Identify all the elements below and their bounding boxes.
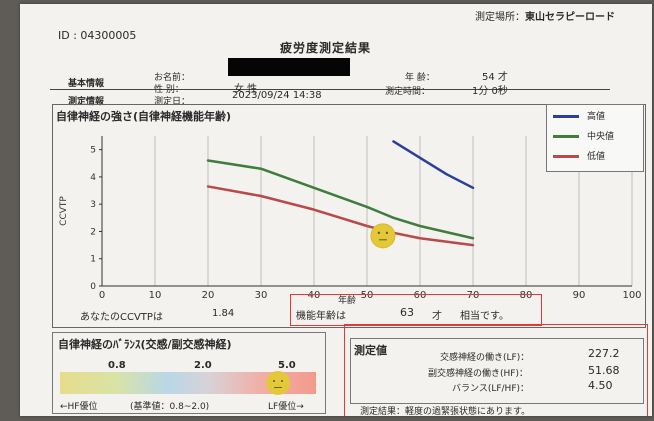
x-tick-label: 40 bbox=[308, 290, 321, 301]
x-tick-label: 0 bbox=[99, 290, 105, 301]
age-axis-caption: 年齢 bbox=[338, 296, 357, 306]
legend-label-low: 低値 bbox=[587, 152, 606, 162]
balance-lf-dominant: LF優位→ bbox=[268, 402, 304, 412]
gender-label: 性 別： bbox=[154, 85, 184, 95]
x-tick-label: 50 bbox=[361, 290, 374, 301]
y-tick-label: 2 bbox=[90, 227, 96, 237]
location-value: 東山セラピーロード bbox=[525, 12, 615, 23]
legend-swatch-low bbox=[553, 155, 579, 158]
series-line-1 bbox=[206, 159, 475, 240]
y-tick-label: 4 bbox=[90, 173, 96, 183]
measure-info-label: 測定情報 bbox=[68, 97, 105, 107]
result-sheet: 測定場所：東山セラピーロード ID : 04300005 疲労度測定結果 基本情… bbox=[20, 4, 652, 416]
age-label: 年 齢： bbox=[405, 73, 435, 83]
name-label: お名前： bbox=[154, 73, 191, 83]
marker-eye bbox=[377, 231, 381, 235]
balance-scale-low: 0.8 bbox=[108, 360, 126, 371]
date-value: 2023/09/24 14:38 bbox=[232, 90, 322, 101]
x-tick-label: 90 bbox=[573, 290, 586, 301]
balance-indicator-face-icon bbox=[265, 371, 290, 395]
basic-info-label: 基本情報 bbox=[68, 79, 105, 89]
function-age-suffix: 相当です。 bbox=[460, 311, 509, 322]
legend-swatch-high bbox=[553, 115, 579, 118]
time-label: 測定時間： bbox=[385, 87, 431, 97]
measured-values-box bbox=[344, 324, 648, 416]
id-line: ID : 04300005 bbox=[58, 29, 137, 42]
function-age-label: 機能年齢は bbox=[296, 311, 346, 322]
legend-label-median: 中央値 bbox=[587, 132, 615, 142]
x-tick-label: 20 bbox=[202, 290, 215, 301]
balance-ratio-label: バランス(LF/HF)： bbox=[452, 384, 530, 394]
function-age-unit: 才 bbox=[432, 311, 442, 322]
balance-hf-dominant: ←HF優位 bbox=[60, 402, 98, 412]
x-tick-label: 80 bbox=[520, 290, 533, 301]
chart-legend: 高値 中央値 低値 bbox=[546, 104, 644, 172]
x-tick-label: 70 bbox=[467, 290, 480, 301]
function-age-box bbox=[290, 294, 542, 326]
user-marker-face-icon bbox=[370, 223, 396, 249]
series-line-0 bbox=[392, 140, 475, 190]
lf-label: 交感神経の働き(LF)： bbox=[440, 353, 530, 363]
balance-title: 自律神経のﾊﾞﾗﾝｽ(交感/副交感神経) bbox=[58, 338, 232, 351]
y-tick-label: 5 bbox=[90, 146, 96, 156]
measurement-conclusion: 測定結果：軽度の過緊張状態にあります。 bbox=[360, 407, 531, 416]
series-line-2 bbox=[206, 185, 475, 247]
age-value: 54 才 bbox=[482, 72, 508, 83]
x-tick-label: 10 bbox=[149, 290, 162, 301]
balance-ratio-value: 4.50 bbox=[588, 379, 613, 392]
balance-scale-high: 5.0 bbox=[278, 360, 296, 371]
y-axis-label: CCVTP bbox=[59, 196, 69, 226]
chart-frame bbox=[52, 104, 646, 328]
info-divider bbox=[50, 89, 610, 90]
legend-swatch-median bbox=[553, 135, 579, 138]
gender-value: 女 性 bbox=[234, 84, 258, 95]
measured-inner-frame bbox=[350, 338, 644, 404]
x-tick-label: 30 bbox=[255, 290, 268, 301]
ccvtp-value: 1.84 bbox=[212, 308, 235, 319]
date-label: 測定日： bbox=[154, 97, 191, 107]
legend-label-high: 高値 bbox=[587, 112, 606, 122]
hf-value: 51.68 bbox=[588, 364, 620, 377]
function-age-value: 63 bbox=[400, 306, 414, 319]
y-tick-label: 1 bbox=[90, 255, 96, 265]
page-title: 疲労度測定結果 bbox=[280, 41, 372, 55]
balance-scale-mid: 2.0 bbox=[194, 360, 212, 371]
balance-frame bbox=[52, 332, 326, 414]
ccvtp-label: あなたのCCVTPは bbox=[80, 312, 163, 323]
ccvtp-chart: 0 10 20 30 40 50 60 70 80 90 100 0 1 2 3 4 5 CCVTP bbox=[59, 136, 642, 301]
balance-gradient-bar bbox=[60, 372, 316, 394]
hf-label: 副交感神経の働き(HF)： bbox=[428, 369, 528, 379]
time-value: 1分 0秒 bbox=[472, 86, 508, 97]
balance-standard: (基準値：0.8~2.0) bbox=[130, 402, 210, 412]
redacted-name bbox=[228, 58, 350, 76]
x-tick-label: 60 bbox=[414, 290, 427, 301]
location-line: 測定場所：東山セラピーロード bbox=[475, 12, 615, 23]
x-tick-label: 100 bbox=[622, 290, 641, 301]
lf-value: 227.2 bbox=[588, 347, 620, 360]
marker-eye bbox=[385, 231, 389, 235]
measured-title: 測定値 bbox=[354, 344, 387, 357]
y-tick-label: 0 bbox=[90, 282, 96, 292]
chart-title: 自律神経の強さ(自律神経機能年齢) bbox=[56, 110, 232, 123]
id-value: 04300005 bbox=[80, 29, 137, 42]
y-tick-label: 3 bbox=[90, 200, 96, 210]
